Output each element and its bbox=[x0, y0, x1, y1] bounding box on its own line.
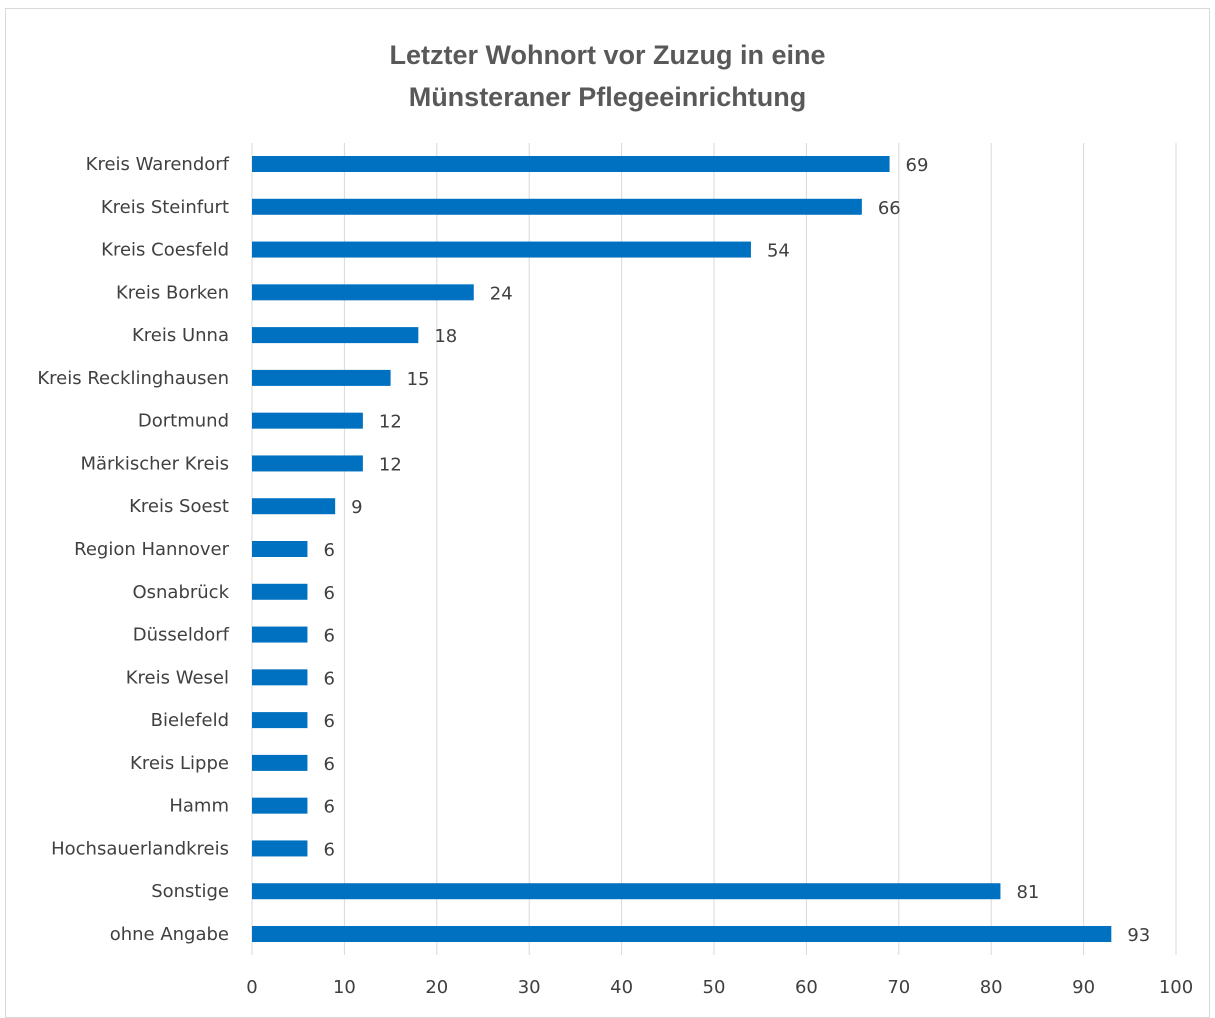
bar bbox=[252, 583, 308, 600]
category-label: Düsseldorf bbox=[133, 625, 230, 646]
category-label: Kreis Soest bbox=[129, 496, 229, 517]
x-tick-label: 40 bbox=[610, 977, 633, 998]
data-label: 12 bbox=[379, 412, 402, 433]
data-label: 54 bbox=[767, 241, 790, 262]
data-label: 18 bbox=[434, 326, 457, 347]
x-tick-label: 60 bbox=[795, 977, 818, 998]
data-label: 93 bbox=[1127, 925, 1150, 946]
bar bbox=[252, 840, 308, 857]
category-label: Kreis Borken bbox=[116, 282, 229, 303]
bars bbox=[252, 156, 1112, 942]
category-label: Sonstige bbox=[151, 881, 229, 902]
bar bbox=[252, 883, 1001, 900]
data-label: 9 bbox=[351, 497, 362, 518]
bar bbox=[252, 369, 391, 386]
category-label: Kreis Coesfeld bbox=[101, 240, 229, 261]
category-label: Märkischer Kreis bbox=[80, 453, 229, 474]
data-label: 6 bbox=[323, 711, 334, 732]
bar bbox=[252, 541, 308, 557]
chart-title-line-2: Münsteraner Pflegeeinrichtung bbox=[408, 82, 807, 112]
bar bbox=[252, 498, 336, 515]
bar bbox=[252, 712, 308, 729]
x-tick-label: 0 bbox=[246, 977, 257, 998]
data-label: 24 bbox=[490, 283, 513, 304]
data-label: 6 bbox=[323, 626, 334, 647]
bar bbox=[252, 156, 890, 172]
data-label: 66 bbox=[878, 198, 901, 219]
data-label: 81 bbox=[1016, 882, 1039, 903]
data-label: 6 bbox=[323, 797, 334, 818]
data-label: 6 bbox=[323, 754, 334, 775]
chart-frame bbox=[5, 8, 1210, 1018]
data-label: 6 bbox=[323, 583, 334, 604]
category-label: Dortmund bbox=[138, 411, 229, 432]
category-label: Kreis Wesel bbox=[126, 667, 229, 688]
bar bbox=[252, 284, 474, 301]
x-tick-label: 80 bbox=[980, 977, 1003, 998]
category-label: Kreis Recklinghausen bbox=[37, 368, 229, 389]
category-label: Osnabrück bbox=[132, 582, 229, 603]
category-label: Hochsauerlandkreis bbox=[51, 838, 229, 859]
category-labels: Kreis Warendorf Kreis Steinfurt Kreis Coes… bbox=[37, 154, 229, 945]
x-tick-label: 30 bbox=[518, 977, 541, 998]
x-tick-label: 90 bbox=[1072, 977, 1095, 998]
data-label: 12 bbox=[379, 454, 402, 475]
bar bbox=[252, 327, 419, 344]
bar bbox=[252, 797, 308, 814]
x-tick-label: 20 bbox=[425, 977, 448, 998]
category-label: Bielefeld bbox=[151, 710, 229, 731]
bar bbox=[252, 626, 308, 643]
bar bbox=[252, 241, 751, 258]
chart-title: Letzter Wohnort vor Zuzug in eine Münste… bbox=[0, 34, 1215, 118]
x-tick-label: 10 bbox=[333, 977, 356, 998]
bar bbox=[252, 926, 1112, 942]
category-label: Kreis Warendorf bbox=[86, 154, 230, 175]
data-label: 6 bbox=[323, 540, 334, 561]
data-label: 69 bbox=[906, 155, 929, 176]
category-label: Kreis Steinfurt bbox=[101, 197, 229, 218]
x-axis-tick-labels: 0 10 20 30 40 50 60 70 80 90 100 bbox=[246, 977, 1193, 998]
gridlines bbox=[251, 143, 1177, 955]
category-label: Region Hannover bbox=[74, 539, 229, 560]
bar bbox=[252, 754, 308, 771]
bar bbox=[252, 198, 862, 215]
bar bbox=[252, 412, 363, 429]
bar bbox=[252, 669, 308, 686]
category-label: ohne Angabe bbox=[110, 924, 229, 945]
x-tick-label: 70 bbox=[887, 977, 910, 998]
category-label: Hamm bbox=[169, 796, 229, 817]
data-label: 6 bbox=[323, 839, 334, 860]
data-label: 15 bbox=[407, 369, 430, 390]
bar bbox=[252, 455, 363, 472]
x-tick-label: 50 bbox=[703, 977, 726, 998]
chart-title-line-1: Letzter Wohnort vor Zuzug in eine bbox=[389, 40, 826, 70]
data-label: 6 bbox=[323, 668, 334, 689]
category-label: Kreis Unna bbox=[132, 325, 229, 346]
category-label: Kreis Lippe bbox=[130, 753, 229, 774]
x-tick-label: 100 bbox=[1159, 977, 1193, 998]
